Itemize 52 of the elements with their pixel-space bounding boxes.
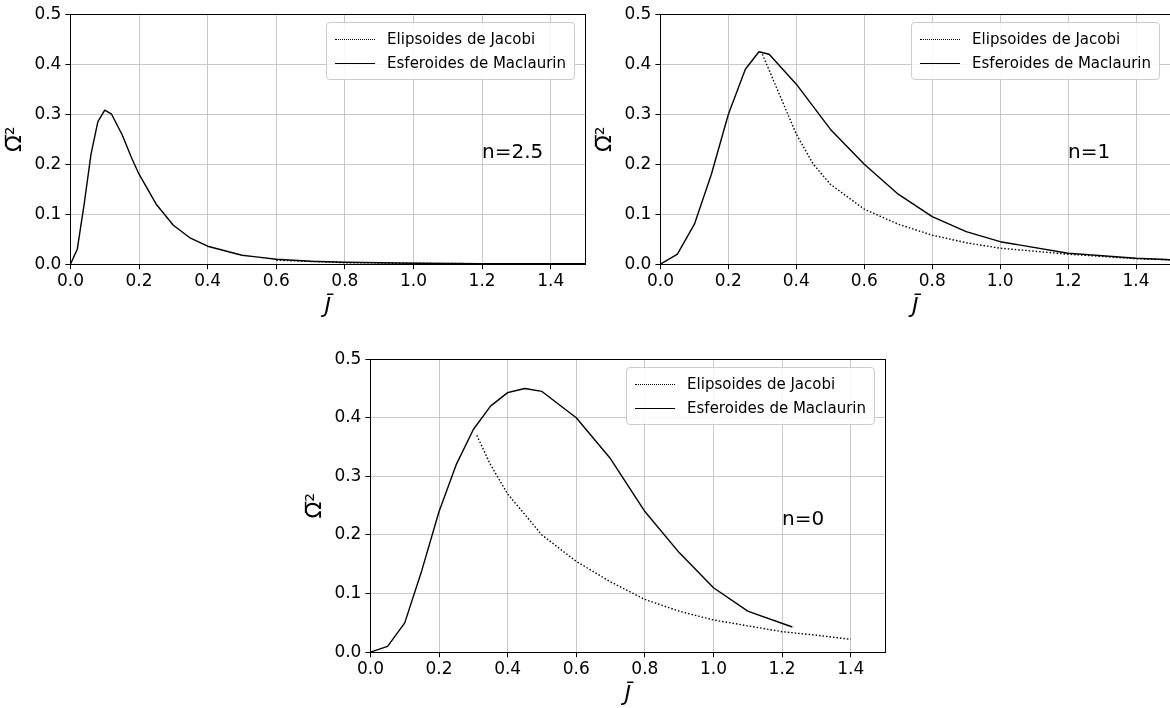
y-tick-label: 0.1 xyxy=(334,582,362,603)
x-tick-label: 1.2 xyxy=(468,269,496,290)
y-tick-label: 0.3 xyxy=(334,464,362,485)
y-tick-label: 0.2 xyxy=(334,523,362,544)
y-tick-label: 0.1 xyxy=(624,202,652,223)
x-axis-title: J̄ xyxy=(907,292,922,318)
y-tick-label: 0.5 xyxy=(34,2,62,23)
annotation: n=1 xyxy=(1068,139,1111,164)
y-tick-label: 0.5 xyxy=(624,2,652,23)
legend-label: Esferoides de Maclaurin xyxy=(687,399,866,418)
y-tick-label: 0.3 xyxy=(624,102,652,123)
x-tick-label: 0.6 xyxy=(262,269,290,290)
x-axis-title: J̄ xyxy=(620,680,634,706)
legend-label: Elipsoides de Jacobi xyxy=(387,30,536,49)
x-tick-label: 1.4 xyxy=(537,269,565,290)
x-tick-label: 0.6 xyxy=(562,657,590,678)
y-axis-title: Ω̅² xyxy=(590,126,616,153)
y-tick-label: 0.1 xyxy=(34,202,62,223)
x-tick-label: 0.6 xyxy=(850,269,878,290)
x-tick-label: 0.2 xyxy=(714,269,742,290)
x-axis-title: J̄ xyxy=(320,292,334,318)
x-tick-label: 0.4 xyxy=(494,657,522,678)
y-axis-title: Ω̅² xyxy=(300,492,326,519)
x-tick-label: 0.8 xyxy=(331,269,359,290)
line-series xyxy=(476,434,852,641)
legend-label: Esferoides de Maclaurin xyxy=(387,54,566,73)
x-tick-label: 1.0 xyxy=(399,269,427,290)
x-tick-label: 1.4 xyxy=(1122,269,1150,290)
x-tick-label: 0.8 xyxy=(631,657,659,678)
legend-label: Esferoides de Maclaurin xyxy=(972,54,1151,73)
x-tick-label: 1.0 xyxy=(699,657,727,678)
x-tick-label: 0.2 xyxy=(125,269,153,290)
y-axis-title: Ω̅² xyxy=(0,126,26,153)
annotation: n=0 xyxy=(782,505,825,530)
y-tick-label: 0.4 xyxy=(624,52,652,73)
x-tick-label: 0.8 xyxy=(918,269,946,290)
y-tick-label: 0.2 xyxy=(34,152,62,173)
x-tick-label: 1.0 xyxy=(986,269,1014,290)
annotation: n=2.5 xyxy=(482,139,544,164)
y-tick-label: 0.2 xyxy=(624,152,652,173)
legend-label: Elipsoides de Jacobi xyxy=(687,375,836,394)
x-tick-label: 0.4 xyxy=(194,269,222,290)
x-tick-label: 0.4 xyxy=(782,269,810,290)
x-tick-label: 1.2 xyxy=(1054,269,1082,290)
x-tick-label: 0.2 xyxy=(425,657,453,678)
y-tick-label: 0.4 xyxy=(34,52,62,73)
y-tick-label: 0.4 xyxy=(334,406,362,427)
y-tick-label: 0.3 xyxy=(34,102,62,123)
x-tick-label: 1.2 xyxy=(768,657,796,678)
legend-label: Elipsoides de Jacobi xyxy=(972,30,1121,49)
x-tick-label: 1.4 xyxy=(837,657,865,678)
y-tick-label: 0.5 xyxy=(334,347,362,368)
